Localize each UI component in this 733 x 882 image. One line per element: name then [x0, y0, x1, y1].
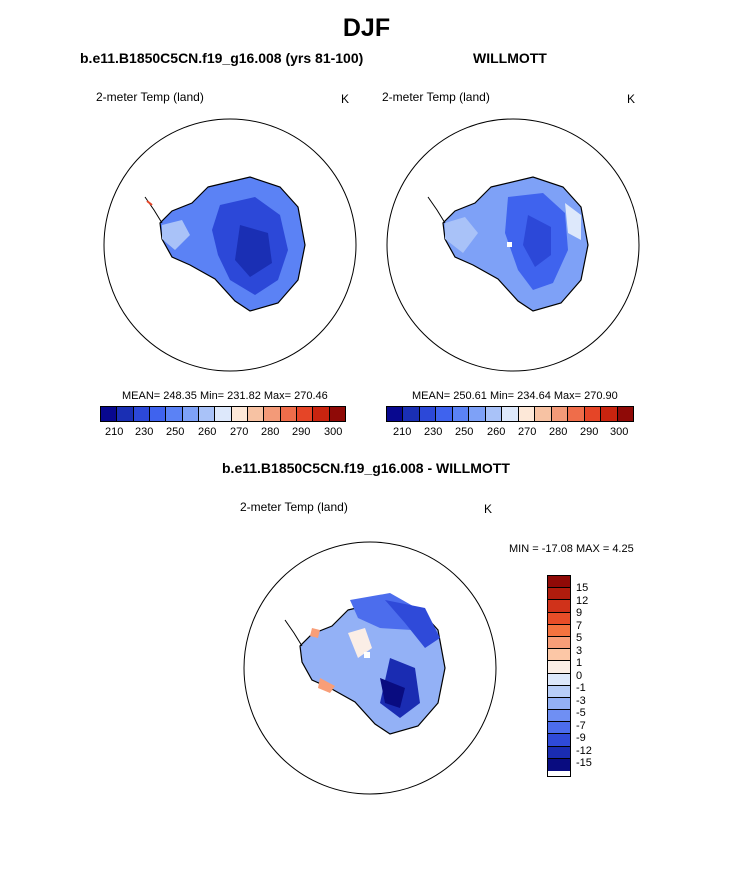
colorbar-swatch [182, 407, 199, 421]
panel-3-tick: -1 [576, 682, 586, 694]
panel-3-tick: 1 [576, 657, 583, 669]
panel-3-tick: 15 [576, 582, 589, 594]
colorbar-swatch [387, 407, 404, 421]
panel-1-tick: 230 [135, 426, 154, 438]
colorbar-swatch [548, 722, 570, 735]
colorbar-swatch [149, 407, 167, 421]
panel-2-antarctica-field [427, 176, 589, 312]
panel-1-tick: 300 [324, 426, 343, 438]
panel-3-tick: 7 [576, 620, 583, 632]
panel-2-variable-label: 2-meter Temp (land) [382, 90, 490, 104]
colorbar-swatch [551, 407, 569, 421]
panel-2-polar-map [386, 118, 640, 372]
colorbar-swatch [548, 600, 570, 613]
colorbar-swatch [166, 407, 183, 421]
colorbar-swatch [568, 407, 585, 421]
colorbar-swatch [548, 697, 570, 711]
panel-1-tick: 260 [198, 426, 217, 438]
colorbar-swatch [264, 407, 281, 421]
panel-3-tick: -5 [576, 707, 586, 719]
colorbar-swatch [548, 612, 570, 625]
colorbar-swatch [247, 407, 265, 421]
panel-3-units-label: K [484, 502, 493, 516]
panel-1-tick: 210 [105, 426, 124, 438]
colorbar-swatch [548, 685, 570, 698]
colorbar-swatch [584, 407, 602, 421]
colorbar-swatch [419, 407, 437, 421]
panel-3-stats: MIN = -17.08 MAX = 4.25 [509, 543, 634, 555]
panel-3-tick: -7 [576, 720, 586, 732]
panel-1-tick: 280 [261, 426, 280, 438]
colorbar-swatch [117, 407, 134, 421]
colorbar-swatch [548, 649, 570, 662]
colorbar-swatch [313, 407, 330, 421]
colorbar-swatch [215, 407, 232, 421]
panel-1-antarctica-field [144, 176, 306, 312]
panel-2-stats: MEAN= 250.61 Min= 234.64 Max= 270.90 [412, 390, 618, 402]
colorbar-swatch [133, 407, 150, 421]
panel-3-tick: 5 [576, 632, 583, 644]
panel-3-tick: 12 [576, 595, 589, 607]
panel-3-tick: 3 [576, 645, 583, 657]
panel-3-colorbar [547, 575, 571, 777]
colorbar-swatch [518, 407, 536, 421]
panel-2-tick: 280 [549, 426, 568, 438]
panel-1-colorbar [100, 406, 346, 422]
colorbar-swatch [548, 673, 570, 686]
panel-3-tick: -12 [576, 745, 592, 757]
colorbar-swatch [535, 407, 552, 421]
page-title: DJF [342, 14, 391, 42]
panel-1-units-label: K [341, 92, 350, 106]
panel-3-tick: -9 [576, 732, 586, 744]
panel-1-title: b.e11.B1850C5CN.f19_g16.008 (yrs 81-100) [80, 50, 364, 66]
colorbar-swatch [280, 407, 297, 421]
colorbar-swatch [198, 407, 216, 421]
colorbar-swatch [548, 588, 570, 601]
panel-1-tick: 270 [230, 426, 249, 438]
panel-1-tick: 290 [292, 426, 311, 438]
colorbar-swatch [296, 407, 314, 421]
panel-2-tick: 270 [518, 426, 537, 438]
panel-3-tick: 9 [576, 607, 583, 619]
panel-2-units-label: K [627, 92, 636, 106]
colorbar-swatch [548, 636, 570, 650]
panel-2-tick: 300 [610, 426, 629, 438]
panel-3-title: b.e11.B1850C5CN.f19_g16.008 - WILLMOTT [222, 460, 510, 476]
panel-2-tick: 250 [455, 426, 474, 438]
colorbar-swatch [617, 407, 634, 421]
colorbar-swatch [548, 734, 570, 747]
panel-1-variable-label: 2-meter Temp (land) [96, 90, 204, 104]
colorbar-swatch [548, 746, 570, 759]
colorbar-swatch [101, 407, 118, 421]
panel-2-tick: 230 [424, 426, 443, 438]
colorbar-swatch [436, 407, 453, 421]
panel-3-tick: -15 [576, 757, 592, 769]
colorbar-swatch [548, 710, 570, 723]
panel-2-title: WILLMOTT [473, 50, 547, 66]
panel-3-variable-label: 2-meter Temp (land) [240, 500, 348, 514]
panel-2-colorbar [386, 406, 634, 422]
colorbar-swatch [469, 407, 486, 421]
panel-2-tick: 260 [487, 426, 506, 438]
panel-1-stats: MEAN= 248.35 Min= 231.82 Max= 270.46 [122, 390, 328, 402]
colorbar-swatch [231, 407, 248, 421]
colorbar-swatch [452, 407, 470, 421]
colorbar-swatch [485, 407, 503, 421]
panel-2-tick: 210 [393, 426, 412, 438]
panel-1-tick: 250 [166, 426, 185, 438]
panel-3-tick: -3 [576, 695, 586, 707]
panel-3-antarctica-field [284, 593, 446, 735]
panel-3-tick: 0 [576, 670, 583, 682]
colorbar-swatch [548, 624, 570, 637]
panel-3-polar-map [243, 541, 497, 795]
panel-1-polar-map [103, 118, 357, 372]
colorbar-swatch [548, 758, 570, 771]
colorbar-swatch [548, 576, 570, 589]
panel-2-tick: 290 [580, 426, 599, 438]
colorbar-swatch [329, 407, 345, 421]
colorbar-swatch [601, 407, 618, 421]
colorbar-swatch [403, 407, 420, 421]
colorbar-swatch [548, 661, 570, 674]
colorbar-swatch [502, 407, 519, 421]
